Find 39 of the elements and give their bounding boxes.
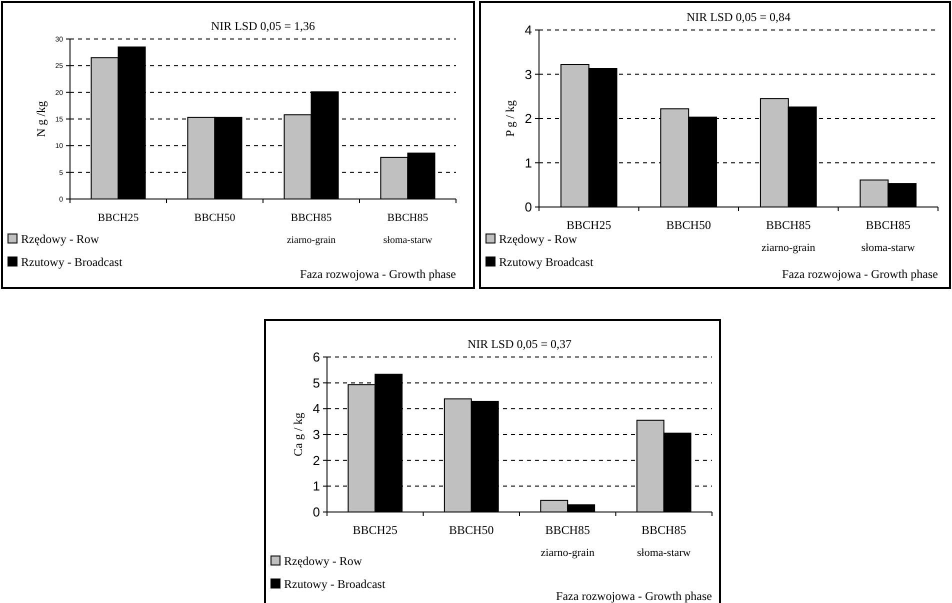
x-tick-label: BBCH85 ziarno-grain — [762, 218, 816, 254]
y-tick-label: 3 — [312, 427, 320, 442]
x-tick-label: BBCH85 słoma-starw — [383, 212, 433, 246]
y-tick-label: 1 — [312, 478, 320, 494]
x-tick-label: BBCH25 — [98, 212, 140, 224]
x-tick-label: BBCH85 ziarno-grain — [540, 523, 595, 559]
y-tick-label: 4 — [524, 22, 532, 38]
y-tick-label: 6 — [312, 350, 320, 365]
x-tick-label: BBCH85 słoma-starw — [861, 218, 916, 254]
chart-title: NIR LSD 0,05 = 1,36 — [210, 19, 316, 33]
y-tick-label: 0 — [524, 200, 532, 215]
legend-label: Rzędowy - Row — [21, 232, 100, 246]
y-tick-label: 1 — [524, 155, 532, 170]
y-axis-title: N g /kg — [34, 101, 48, 137]
legend-label: Rzutowy - Broadcast — [284, 577, 386, 591]
x-tick-label: BBCH50 — [449, 523, 494, 537]
x-tick-label: BBCH50 — [666, 218, 711, 232]
legend-label: Rzędowy - Row — [284, 554, 362, 568]
y-tick-label: 4 — [312, 401, 320, 416]
legend-label: Rzędowy - Row — [499, 232, 578, 246]
y-tick-label: 2 — [312, 452, 320, 468]
chart-title: NIR LSD 0,05 = 0,37 — [467, 337, 572, 351]
chart-title: NIR LSD 0,05 = 0,84 — [686, 10, 791, 24]
legend-label: Rzutowy Broadcast — [499, 255, 594, 269]
x-axis-title: Faza rozwojowa - Growth phase — [556, 589, 712, 603]
y-tick-label: 2 — [524, 111, 532, 126]
y-tick-label: 0 — [312, 504, 320, 520]
x-tick-label: BBCH25 — [566, 218, 612, 232]
y-tick-label: 5 — [312, 375, 320, 390]
y-tick-label: 3 — [524, 66, 532, 82]
x-tick-label: BBCH50 — [194, 212, 236, 224]
y-axis-title: P g / kg — [503, 100, 517, 137]
x-axis-title: Faza rozwojowa - Growth phase — [782, 267, 938, 281]
x-tick-label: BBCH85 słoma-starw — [636, 523, 691, 559]
legend-label: Rzutowy - Broadcast — [21, 255, 123, 269]
x-tick-label: BBCH25 — [352, 523, 398, 537]
x-tick-label: BBCH85 ziarno-grain — [286, 212, 336, 246]
x-axis-title: Faza rozwojowa - Growth phase — [300, 267, 456, 281]
y-axis-title: Ca g / kg — [291, 412, 305, 456]
